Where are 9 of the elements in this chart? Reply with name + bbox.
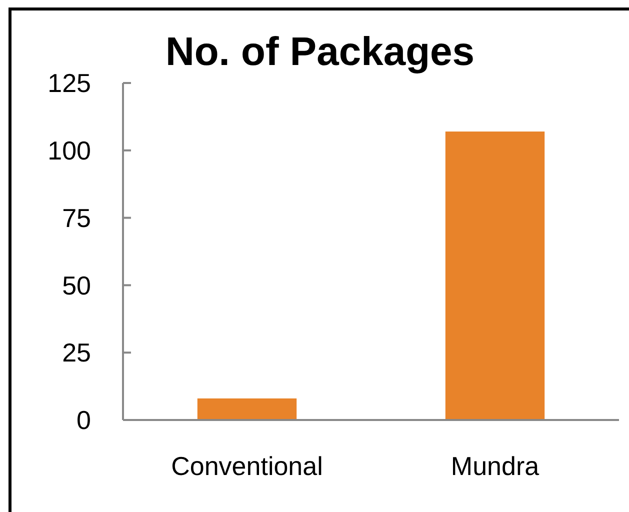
y-tick-label: 25 bbox=[62, 338, 91, 368]
y-tick-label: 75 bbox=[62, 202, 91, 233]
chart-title: No. of Packages bbox=[165, 30, 475, 74]
y-tick-label: 100 bbox=[48, 136, 91, 166]
y-tick-label: 50 bbox=[62, 270, 91, 300]
y-tick-label: 0 bbox=[76, 405, 91, 436]
x-tick-label: Conventional bbox=[171, 451, 323, 481]
x-tick-label: Mundra bbox=[450, 451, 540, 481]
y-tick-label: 125 bbox=[48, 68, 91, 98]
